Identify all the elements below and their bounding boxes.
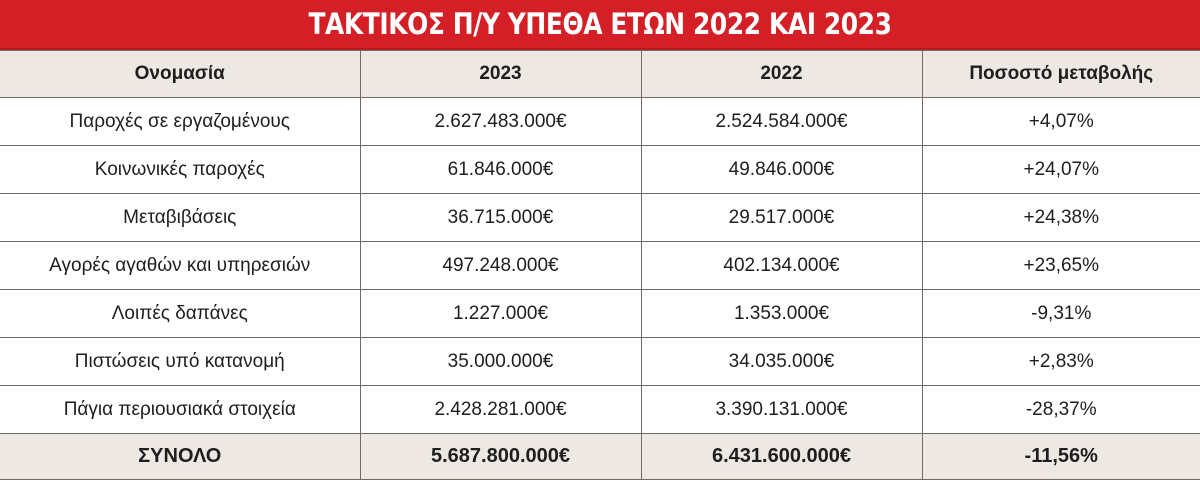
value-2022: 2.524.584.000€ — [640, 97, 923, 146]
value-2022: 402.134.000€ — [640, 241, 923, 290]
table-row: Πάγια περιουσιακά στοιχεία 2.428.281.000€… — [0, 385, 1200, 434]
table-row: Λοιπές δαπάνες 1.227.000€ 1.353.000€ -9,31% — [0, 289, 1200, 338]
row-label: Λοιπές δαπάνες — [0, 289, 361, 338]
value-2022: 49.846.000€ — [640, 145, 923, 194]
value-2023: 497.248.000€ — [359, 241, 642, 290]
row-label: Αγορές αγαθών και υπηρεσιών — [0, 241, 361, 290]
table-row: Παροχές σε εργαζομένους 2.627.483.000€ 2.5… — [0, 97, 1200, 146]
change-percent: +24,07% — [921, 145, 1200, 194]
total-2022: 6.431.600.000€ — [640, 433, 923, 480]
total-2023: 5.687.800.000€ — [359, 433, 642, 480]
change-percent: -28,37% — [921, 385, 1200, 434]
column-header-2022: 2022 — [640, 50, 923, 98]
change-percent: +2,83% — [921, 337, 1200, 386]
value-2022: 1.353.000€ — [640, 289, 923, 338]
value-2023: 1.227.000€ — [359, 289, 642, 338]
change-percent: -9,31% — [921, 289, 1200, 338]
row-label: Πιστώσεις υπό κατανομή — [0, 337, 361, 386]
table-row: Πιστώσεις υπό κατανομή 35.000.000€ 34.035.… — [0, 337, 1200, 386]
table-body: Παροχές σε εργαζομένους 2.627.483.000€ 2.5… — [0, 97, 1200, 434]
value-2022: 29.517.000€ — [640, 193, 923, 242]
table-row: Κοινωνικές παροχές 61.846.000€ 49.846.000€… — [0, 145, 1200, 194]
row-label: Παροχές σε εργαζομένους — [0, 97, 361, 146]
total-label: ΣΥΝΟΛΟ — [0, 433, 361, 480]
row-label: Πάγια περιουσιακά στοιχεία — [0, 385, 361, 434]
value-2022: 34.035.000€ — [640, 337, 923, 386]
total-change: -11,56% — [921, 433, 1200, 480]
value-2023: 2.428.281.000€ — [359, 385, 642, 434]
value-2022: 3.390.131.000€ — [640, 385, 923, 434]
change-percent: +23,65% — [921, 241, 1200, 290]
title-banner: ΤΑΚΤΙΚΟΣ Π/Υ ΥΠΕΘΑ ΕΤΩΝ 2022 ΚΑΙ 2023 — [0, 0, 1200, 50]
header-row: Ονομασία 2023 2022 Ποσοστό μεταβολής — [0, 50, 1200, 98]
table-row: Μεταβιβάσεις 36.715.000€ 29.517.000€ +24,38… — [0, 193, 1200, 242]
value-2023: 2.627.483.000€ — [359, 97, 642, 146]
value-2023: 36.715.000€ — [359, 193, 642, 242]
total-row: ΣΥΝΟΛΟ 5.687.800.000€ 6.431.600.000€ -11… — [0, 433, 1200, 480]
value-2023: 35.000.000€ — [359, 337, 642, 386]
value-2023: 61.846.000€ — [359, 145, 642, 194]
column-header-2023: 2023 — [359, 50, 642, 98]
table-title: ΤΑΚΤΙΚΟΣ Π/Υ ΥΠΕΘΑ ΕΤΩΝ 2022 ΚΑΙ 2023 — [308, 7, 892, 41]
row-label: Μεταβιβάσεις — [0, 193, 361, 242]
row-label: Κοινωνικές παροχές — [0, 145, 361, 194]
column-header-name: Ονομασία — [0, 50, 361, 98]
change-percent: +4,07% — [921, 97, 1200, 146]
column-header-change: Ποσοστό μεταβολής — [921, 50, 1200, 98]
budget-table: Ονομασία 2023 2022 Ποσοστό μεταβολής Παρ… — [0, 50, 1200, 480]
change-percent: +24,38% — [921, 193, 1200, 242]
table-row: Αγορές αγαθών και υπηρεσιών 497.248.000€ 4… — [0, 241, 1200, 290]
